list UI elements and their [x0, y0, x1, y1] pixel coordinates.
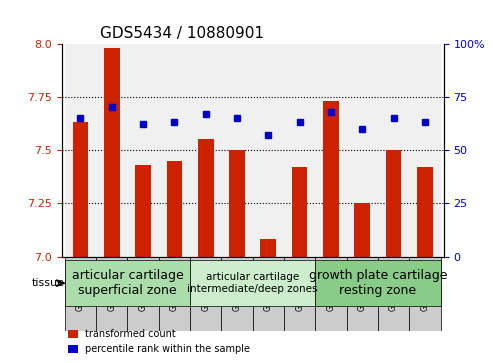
Bar	[292, 167, 308, 257]
Text: articular cartilage
intermediate/deep zones: articular cartilage intermediate/deep zo…	[187, 272, 318, 294]
Bar	[253, 44, 284, 257]
Bar	[347, 44, 378, 257]
Text: tissue: tissue	[32, 278, 65, 288]
Text: growth plate cartilage
resting zone: growth plate cartilage resting zone	[309, 269, 447, 297]
Bar	[104, 48, 120, 257]
Bar	[167, 161, 182, 257]
Bar	[386, 150, 401, 257]
Bar	[127, 44, 159, 257]
Bar	[135, 165, 151, 257]
Bar	[96, 44, 127, 257]
Bar	[316, 44, 347, 257]
Bar	[198, 139, 213, 257]
Text: GDS5434 / 10880901: GDS5434 / 10880901	[100, 26, 264, 41]
Bar	[190, 44, 221, 257]
Bar	[72, 122, 88, 257]
Bar	[417, 167, 433, 257]
Legend: transformed count, percentile rank within the sample: transformed count, percentile rank withi…	[64, 326, 254, 358]
Bar	[260, 240, 276, 257]
FancyBboxPatch shape	[316, 260, 441, 306]
FancyBboxPatch shape	[65, 260, 190, 306]
Bar	[284, 44, 316, 257]
Bar	[159, 44, 190, 257]
Bar	[221, 44, 253, 257]
Bar	[354, 203, 370, 257]
Bar	[323, 101, 339, 257]
Bar	[65, 44, 96, 257]
FancyBboxPatch shape	[190, 260, 316, 306]
Bar	[378, 44, 409, 257]
Bar	[409, 44, 441, 257]
Text: articular cartilage
superficial zone: articular cartilage superficial zone	[71, 269, 183, 297]
Bar	[229, 150, 245, 257]
